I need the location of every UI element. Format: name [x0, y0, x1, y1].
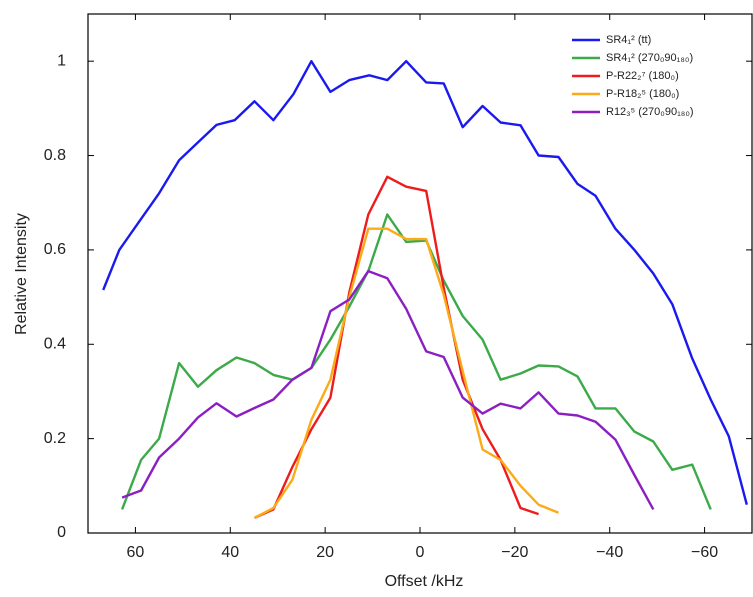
- series-line: [121, 269, 655, 510]
- x-axis-label: Offset /kHz: [385, 573, 464, 590]
- x-tick-label: 40: [221, 544, 239, 561]
- series-line: [102, 60, 748, 506]
- legend-label: P-R18₂⁵ (180₀): [606, 88, 679, 100]
- y-tick-label: 0.2: [44, 430, 66, 447]
- x-tick-label: −20: [501, 544, 528, 561]
- y-tick-label: 0: [57, 524, 66, 541]
- x-tick-label: −40: [596, 544, 623, 561]
- legend-label: R12₃⁵ (270₀90₁₈₀): [606, 106, 694, 118]
- x-tick-label: 20: [316, 544, 334, 561]
- legend-label: P-R22₂⁷ (180₀): [606, 70, 679, 82]
- x-tick-label: 60: [127, 544, 145, 561]
- y-tick-label: 0.4: [44, 335, 66, 352]
- y-tick-label: 0.6: [44, 241, 66, 258]
- y-tick-label: 1: [57, 52, 66, 69]
- y-axis-label: Relative Intensity: [13, 213, 30, 335]
- y-tick-label: 0.8: [44, 147, 66, 164]
- series-line: [120, 213, 712, 510]
- x-tick-label: 0: [416, 544, 425, 561]
- legend-label: SR4₁² (tt): [606, 34, 651, 46]
- legend-label: SR4₁² (270₀90₁₈₀): [606, 52, 693, 64]
- series-line: [253, 227, 559, 519]
- x-tick-label: −60: [691, 544, 718, 561]
